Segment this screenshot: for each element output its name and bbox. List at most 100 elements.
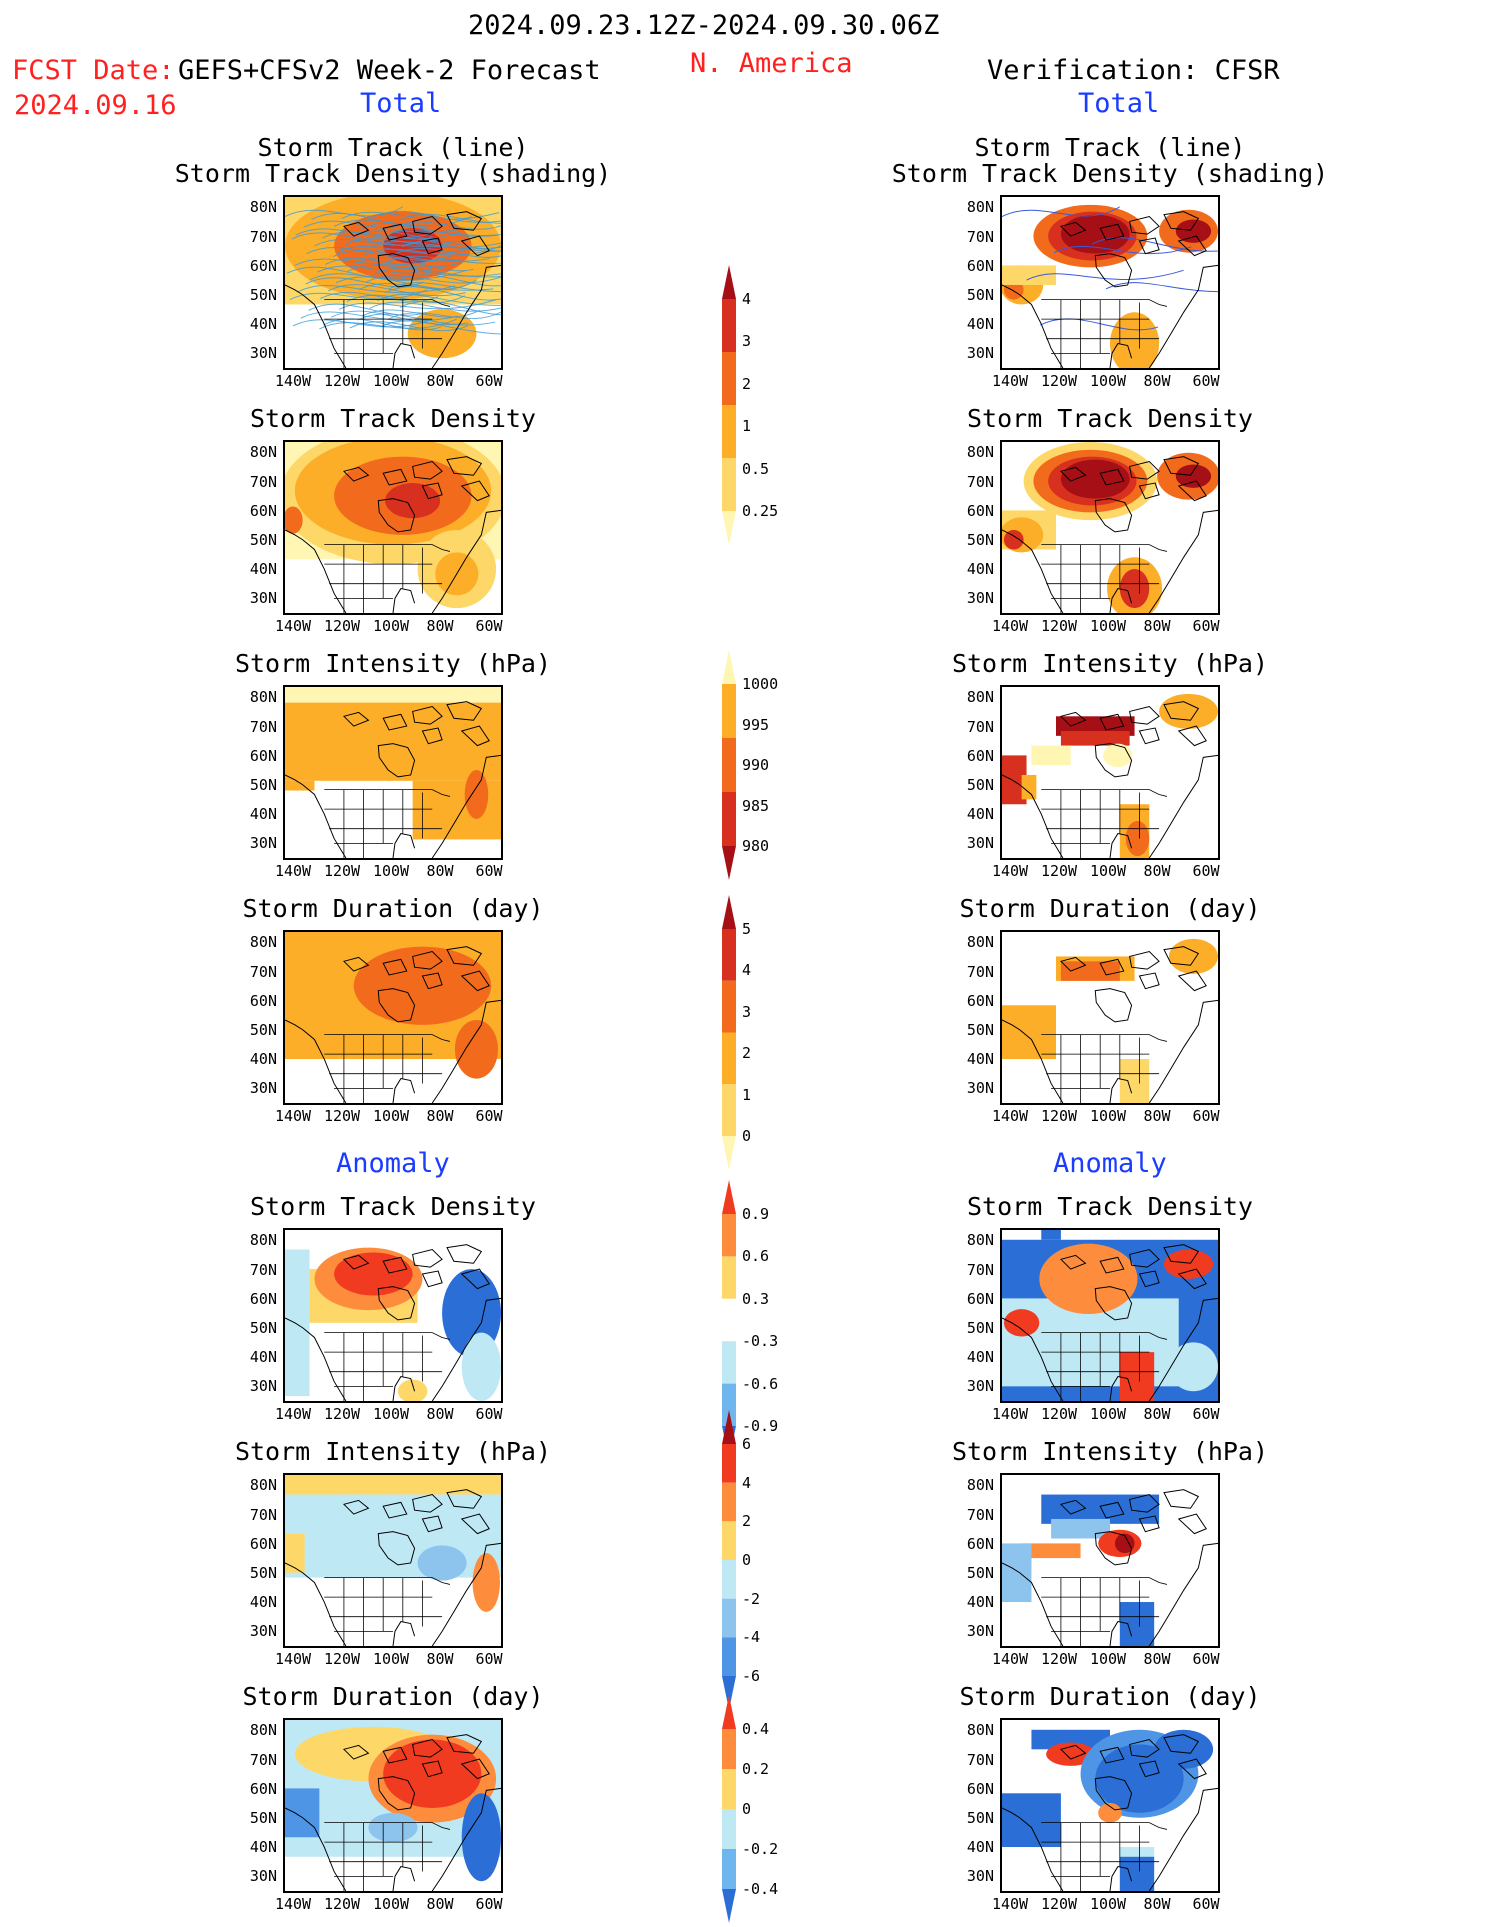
- coastline: [1059, 466, 1087, 482]
- right-panel-4-title: Storm Track Density: [967, 1192, 1253, 1221]
- state-border: [324, 1822, 451, 1830]
- coastline: [1148, 1542, 1218, 1646]
- lon-tick-label: 60W: [1192, 372, 1220, 390]
- coastline: [1138, 237, 1160, 255]
- field-shade-4: [285, 1788, 320, 1838]
- lat-tick-label: 30N: [249, 344, 277, 362]
- state-border: [324, 1034, 451, 1042]
- storm-track-line: [297, 285, 455, 294]
- lat-tick-label: 80N: [966, 688, 994, 706]
- colorbar-swatch: [722, 792, 736, 846]
- lon-tick-label: 140W: [991, 1650, 1029, 1668]
- lon-tick-label: 60W: [475, 372, 503, 390]
- coastline: [1002, 529, 1064, 613]
- lon-tick-label: 80W: [1143, 617, 1171, 635]
- field-shade-3: [1002, 1005, 1056, 1060]
- coastline: [392, 588, 416, 613]
- field-shade-8: [1003, 529, 1024, 550]
- lat-tick-label: 40N: [966, 1050, 994, 1068]
- coastline: [1059, 1499, 1087, 1515]
- field-shade-1: [285, 1494, 501, 1578]
- field-shade-2: [1168, 938, 1218, 975]
- field-shade-3: [464, 770, 489, 819]
- lon-tick-label: 100W: [372, 1107, 410, 1125]
- lon-tick-label: 140W: [274, 1895, 312, 1913]
- coastline: [382, 958, 408, 976]
- lat-tick-label: 70N: [249, 718, 277, 736]
- field-shade-7: [1119, 1856, 1155, 1891]
- coastline: [1109, 1376, 1133, 1401]
- colorbar-swatch: [722, 1849, 736, 1889]
- state-border: [1041, 544, 1168, 552]
- lat-tick-label: 50N: [966, 286, 994, 304]
- field-shade-4: [285, 1533, 305, 1573]
- field-shade-4: [1031, 745, 1071, 766]
- storm-track-line: [314, 235, 433, 247]
- left-map-panel-1: [283, 440, 503, 615]
- lat-tick-label: 70N: [966, 1261, 994, 1279]
- coastline: [446, 1244, 483, 1264]
- map-field: [1002, 1489, 1218, 1646]
- coastline: [382, 713, 408, 731]
- coastline: [421, 1760, 443, 1778]
- lat-tick-label: 80N: [966, 933, 994, 951]
- coastline: [446, 211, 483, 231]
- coastline: [1163, 946, 1200, 966]
- storm-track-line: [1026, 269, 1184, 281]
- lon-tick-label: 120W: [1040, 1895, 1078, 1913]
- lon-tick-label: 120W: [1040, 1650, 1078, 1668]
- map-field: [1002, 1729, 1218, 1891]
- lon-tick-label: 100W: [1089, 1895, 1127, 1913]
- coastline: [1163, 1244, 1200, 1264]
- lon-tick-label: 100W: [1089, 1107, 1127, 1125]
- left-panel-6-title: Storm Duration (day): [242, 1682, 544, 1711]
- field-shade-4: [1164, 1249, 1214, 1279]
- coastline: [1177, 235, 1207, 257]
- lat-tick-label: 80N: [966, 1721, 994, 1739]
- state-border: [324, 1577, 451, 1585]
- colorbar-swatch: [722, 1180, 736, 1214]
- field-shade-3: [383, 1739, 482, 1808]
- map-field: [285, 1244, 501, 1401]
- field-shade-5: [1002, 1543, 1032, 1603]
- lat-tick-label: 40N: [966, 560, 994, 578]
- lon-tick-label: 140W: [274, 1405, 312, 1423]
- lat-tick-label: 60N: [966, 747, 994, 765]
- storm-track-line: [363, 245, 501, 257]
- colorbar-anom_density: [722, 1180, 736, 1464]
- coastline: [1059, 221, 1087, 237]
- coastline: [1002, 1562, 1064, 1646]
- coastline: [1002, 1317, 1064, 1401]
- field-shade-9: [1110, 312, 1160, 368]
- lat-tick-label: 80N: [249, 1476, 277, 1494]
- map-field: [285, 687, 501, 858]
- colorbar-label: -0.4: [742, 1880, 779, 1898]
- field-shade-3: [334, 1252, 413, 1296]
- colorbar-label: 6: [742, 1435, 752, 1453]
- storm-track-line: [308, 303, 427, 316]
- colorbar-swatch: [722, 1410, 736, 1444]
- field-shade-0: [285, 1249, 310, 1397]
- left-map-panel-5: [283, 1473, 503, 1648]
- lat-tick-label: 60N: [966, 1290, 994, 1308]
- coastline: [1094, 1531, 1133, 1566]
- coastline: [1099, 958, 1125, 976]
- coastline: [1099, 1746, 1125, 1764]
- coastline: [421, 1270, 443, 1288]
- coastline: [342, 1254, 370, 1270]
- lat-tick-label: 60N: [249, 1535, 277, 1553]
- lat-tick-label: 80N: [249, 1231, 277, 1249]
- lat-tick-label: 40N: [966, 1593, 994, 1611]
- coastline: [1138, 972, 1160, 990]
- lat-tick-label: 30N: [249, 834, 277, 852]
- lat-tick-label: 50N: [966, 776, 994, 794]
- coastline: [377, 1531, 416, 1566]
- lat-tick-label: 50N: [966, 1564, 994, 1582]
- colorbar-label: 4: [742, 290, 752, 308]
- coastline: [1109, 1866, 1133, 1891]
- right-panel-5-title: Storm Intensity (hPa): [951, 1437, 1269, 1466]
- lat-tick-label: 80N: [249, 688, 277, 706]
- right-map-panel-5: [1000, 1473, 1220, 1648]
- field-shade-1: [353, 946, 492, 1025]
- colorbar-label: 0.2: [742, 1760, 770, 1778]
